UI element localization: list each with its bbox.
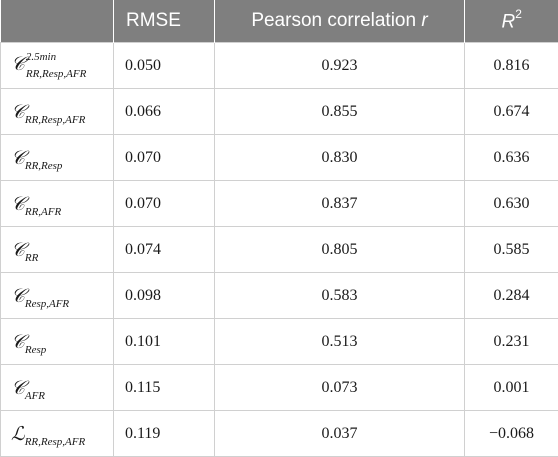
table-row: 𝒞RR,Resp,AFR 0.066 0.855 0.674 xyxy=(0,88,558,135)
model-name-cell: 𝒞RR,Resp xyxy=(0,134,114,181)
model-name-cell: 𝒞RR,Resp,AFR xyxy=(0,88,114,135)
r2-cell: 0.001 xyxy=(464,364,558,411)
rmse-cell: 0.066 xyxy=(113,88,215,135)
model-symbol: 𝒞 xyxy=(11,100,25,123)
table-row: 𝒞 2.5min RR,Resp,AFR 0.050 0.923 0.816 xyxy=(0,42,558,89)
table-row: 𝒞AFR 0.115 0.073 0.001 xyxy=(0,364,558,411)
model-name-cell: 𝒞 2.5min RR,Resp,AFR xyxy=(0,42,114,89)
rmse-cell: 0.119 xyxy=(113,410,215,457)
r2-cell: 0.674 xyxy=(464,88,558,135)
header-r2: R2 xyxy=(464,0,558,43)
header-row: RMSE Pearson correlation r R2 xyxy=(0,0,558,43)
pearson-cell: 0.830 xyxy=(214,134,465,181)
model-symbol: 𝒞 xyxy=(11,284,25,307)
r2-cell: 0.630 xyxy=(464,180,558,227)
model-symbol: 𝒞 xyxy=(11,330,25,353)
r2-cell: 0.284 xyxy=(464,272,558,319)
model-name-cell: 𝒞RR xyxy=(0,226,114,273)
header-r2-base: R xyxy=(501,11,516,33)
r2-cell: 0.816 xyxy=(464,42,558,89)
model-symbol: ℒ xyxy=(11,422,25,445)
model-subscript: AFR xyxy=(24,389,46,402)
table-row: 𝒞RR,AFR 0.070 0.837 0.630 xyxy=(0,180,558,227)
model-subscript: RR,Resp xyxy=(24,159,63,172)
header-r2-exp: 2 xyxy=(515,6,522,21)
rmse-cell: 0.074 xyxy=(113,226,215,273)
header-model xyxy=(0,0,114,43)
model-subscript: RR,Resp,AFR xyxy=(25,68,87,81)
pearson-cell: 0.073 xyxy=(214,364,465,411)
model-name-cell: 𝒞AFR xyxy=(0,364,114,411)
model-name-cell: 𝒞RR,AFR xyxy=(0,180,114,227)
r2-cell: −0.068 xyxy=(464,410,558,457)
rmse-cell: 0.070 xyxy=(113,134,215,181)
model-name-cell: ℒRR,Resp,AFR xyxy=(0,410,114,457)
model-script-stack: 2.5min RR,Resp,AFR xyxy=(25,51,87,81)
header-rmse: RMSE xyxy=(113,0,215,43)
model-subscript: RR,AFR xyxy=(24,205,62,218)
model-symbol: 𝒞 xyxy=(11,52,25,75)
table-row: ℒRR,Resp,AFR 0.119 0.037 −0.068 xyxy=(0,410,558,457)
model-name-cell: 𝒞Resp,AFR xyxy=(0,272,114,319)
pearson-cell: 0.837 xyxy=(214,180,465,227)
model-subscript: Resp xyxy=(24,343,47,356)
pearson-cell: 0.513 xyxy=(214,318,465,365)
model-subscript: Resp,AFR xyxy=(24,297,70,310)
pearson-cell: 0.923 xyxy=(214,42,465,89)
rmse-cell: 0.050 xyxy=(113,42,215,89)
r2-cell: 0.585 xyxy=(464,226,558,273)
table-row: 𝒞RR 0.074 0.805 0.585 xyxy=(0,226,558,273)
r2-cell: 0.636 xyxy=(464,134,558,181)
model-symbol: 𝒞 xyxy=(11,238,25,261)
header-pearson-var: r xyxy=(421,10,428,31)
pearson-cell: 0.805 xyxy=(214,226,465,273)
rmse-cell: 0.115 xyxy=(113,364,215,411)
table-row: 𝒞Resp,AFR 0.098 0.583 0.284 xyxy=(0,272,558,319)
model-subscript: RR,Resp,AFR xyxy=(24,435,86,448)
rmse-cell: 0.070 xyxy=(113,180,215,227)
pearson-cell: 0.037 xyxy=(214,410,465,457)
model-symbol: 𝒞 xyxy=(11,192,25,215)
rmse-cell: 0.101 xyxy=(113,318,215,365)
pearson-cell: 0.583 xyxy=(214,272,465,319)
header-pearson-text: Pearson correlation xyxy=(251,10,417,31)
table-row: 𝒞Resp 0.101 0.513 0.231 xyxy=(0,318,558,365)
model-symbol: 𝒞 xyxy=(11,146,25,169)
model-superscript: 2.5min xyxy=(25,51,57,64)
header-pearson: Pearson correlation r xyxy=(214,0,465,43)
model-subscript: RR xyxy=(24,251,39,264)
model-name-cell: 𝒞Resp xyxy=(0,318,114,365)
model-symbol: 𝒞 xyxy=(11,376,25,399)
table-row: 𝒞RR,Resp 0.070 0.830 0.636 xyxy=(0,134,558,181)
pearson-cell: 0.855 xyxy=(214,88,465,135)
r2-cell: 0.231 xyxy=(464,318,558,365)
rmse-cell: 0.098 xyxy=(113,272,215,319)
model-subscript: RR,Resp,AFR xyxy=(24,113,86,126)
